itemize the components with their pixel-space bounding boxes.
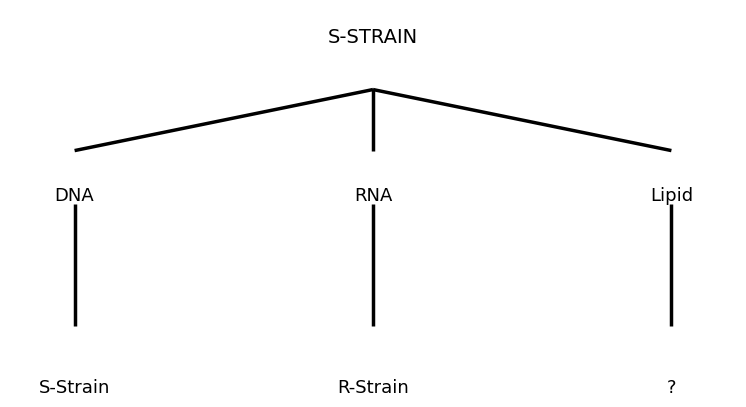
Text: S-STRAIN: S-STRAIN	[328, 28, 418, 48]
Text: S-Strain: S-Strain	[39, 379, 110, 396]
Text: DNA: DNA	[54, 187, 95, 205]
Text: R-Strain: R-Strain	[337, 379, 409, 396]
Text: Lipid: Lipid	[650, 187, 693, 205]
Text: RNA: RNA	[354, 187, 392, 205]
Text: ?: ?	[667, 379, 676, 396]
